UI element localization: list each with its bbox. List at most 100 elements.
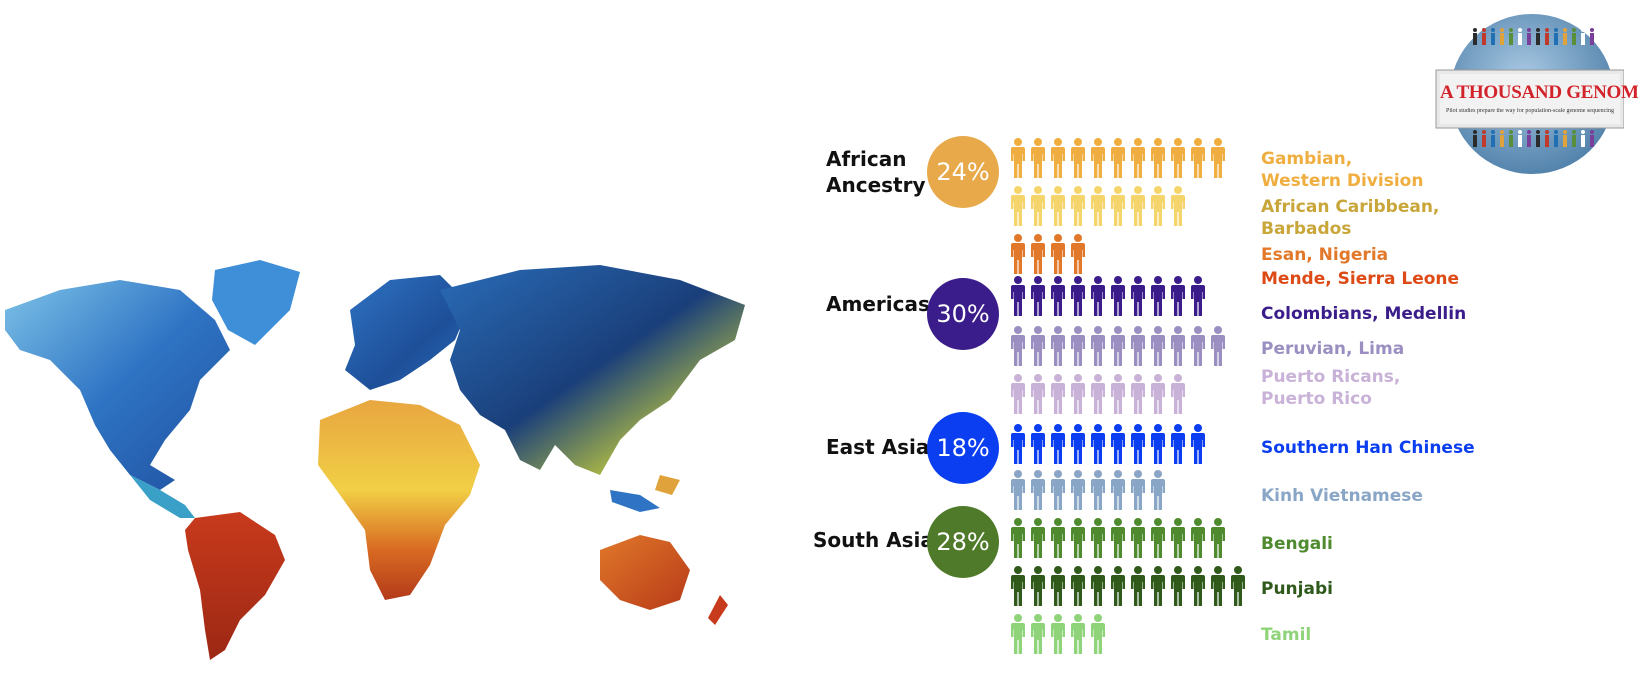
person-icon — [1031, 614, 1045, 654]
person-icon — [1011, 566, 1025, 606]
logo-person-icon — [1491, 130, 1495, 147]
person-icon — [1171, 566, 1185, 606]
region-label: Americas — [826, 292, 930, 316]
person-icon — [1091, 326, 1105, 366]
person-icon — [1011, 138, 1025, 178]
person-icon — [1051, 518, 1065, 558]
person-icon — [1191, 518, 1205, 558]
logo-person-icon — [1518, 130, 1522, 147]
person-icon — [1211, 138, 1225, 178]
person-icon — [1191, 566, 1205, 606]
region-percent-badge: 24% — [927, 136, 999, 208]
person-icon — [1071, 326, 1085, 366]
person-icon — [1131, 326, 1145, 366]
person-icon — [1131, 276, 1145, 316]
person-icon — [1131, 374, 1145, 414]
logo-person-icon — [1500, 130, 1504, 147]
person-icon — [1031, 138, 1045, 178]
person-icon — [1191, 138, 1205, 178]
person-icon — [1111, 374, 1125, 414]
person-icon — [1031, 424, 1045, 464]
logo-person-icon — [1545, 130, 1549, 147]
person-icon — [1151, 276, 1165, 316]
person-icon — [1111, 424, 1125, 464]
logo-person-icon — [1581, 28, 1585, 45]
person-icon — [1051, 374, 1065, 414]
person-icon — [1011, 374, 1025, 414]
logo-person-icon — [1500, 28, 1504, 45]
logo-person-icon — [1473, 130, 1477, 147]
population-row — [1011, 470, 1165, 510]
region-percent-badge: 30% — [927, 278, 999, 350]
person-icon — [1171, 186, 1185, 226]
logo-person-icon — [1572, 28, 1576, 45]
population-label: Colombians, Medellin — [1261, 304, 1467, 324]
region-percent-badge: 18% — [927, 412, 999, 484]
person-icon — [1051, 326, 1065, 366]
logo-person-icon — [1563, 28, 1567, 45]
person-icon — [1011, 234, 1025, 274]
person-icon — [1031, 374, 1045, 414]
population-label: Tamil — [1261, 625, 1312, 645]
person-icon — [1071, 276, 1085, 316]
logo-person-icon — [1527, 28, 1531, 45]
person-icon — [1131, 424, 1145, 464]
person-icon — [1011, 276, 1025, 316]
person-icon — [1051, 424, 1065, 464]
person-icon — [1071, 470, 1085, 510]
person-icon — [1031, 518, 1045, 558]
logo-person-icon — [1590, 130, 1594, 147]
person-icon — [1191, 276, 1205, 316]
region-percent-badge: 28% — [927, 506, 999, 578]
person-icon — [1051, 276, 1065, 316]
person-icon — [1051, 138, 1065, 178]
logo-tagline: Pilot studies prepare the way for popula… — [1446, 108, 1614, 114]
person-icon — [1011, 186, 1025, 226]
person-icon — [1031, 470, 1045, 510]
world-map-icon — [5, 260, 745, 660]
person-icon — [1011, 518, 1025, 558]
person-icon — [1011, 424, 1025, 464]
person-icon — [1091, 424, 1105, 464]
person-icon — [1091, 374, 1105, 414]
person-icon — [1071, 614, 1085, 654]
person-icon — [1231, 566, 1245, 606]
population-row — [1011, 374, 1185, 414]
person-icon — [1051, 186, 1065, 226]
person-icon — [1091, 614, 1105, 654]
person-icon — [1151, 138, 1165, 178]
person-icon — [1051, 470, 1065, 510]
person-icon — [1111, 566, 1125, 606]
person-icon — [1151, 518, 1165, 558]
population-row — [1011, 234, 1085, 274]
person-icon — [1171, 138, 1185, 178]
population-label: Punjabi — [1261, 579, 1333, 599]
person-icon — [1131, 470, 1145, 510]
logo-person-icon — [1563, 130, 1567, 147]
person-icon — [1171, 374, 1185, 414]
person-icon — [1011, 326, 1025, 366]
population-label: Bengali — [1261, 534, 1333, 554]
person-icon — [1051, 614, 1065, 654]
person-icon — [1011, 614, 1025, 654]
population-row — [1011, 138, 1225, 178]
person-icon — [1031, 186, 1045, 226]
logo-person-icon — [1554, 28, 1558, 45]
person-icon — [1091, 566, 1105, 606]
logo-person-icon — [1536, 28, 1540, 45]
person-icon — [1211, 566, 1225, 606]
person-icon — [1091, 470, 1105, 510]
population-row — [1011, 186, 1185, 226]
person-icon — [1091, 138, 1105, 178]
person-icon — [1091, 186, 1105, 226]
region-label: African Ancestry — [826, 147, 926, 197]
person-icon — [1091, 518, 1105, 558]
person-icon — [1131, 138, 1145, 178]
logo-title: A THOUSAND GENOMES — [1440, 82, 1638, 103]
person-icon — [1131, 518, 1145, 558]
person-icon — [1151, 326, 1165, 366]
logo-person-icon — [1509, 28, 1513, 45]
population-label: Gambian, Western Division — [1261, 149, 1424, 191]
logo-person-icon — [1536, 130, 1540, 147]
person-icon — [1071, 138, 1085, 178]
